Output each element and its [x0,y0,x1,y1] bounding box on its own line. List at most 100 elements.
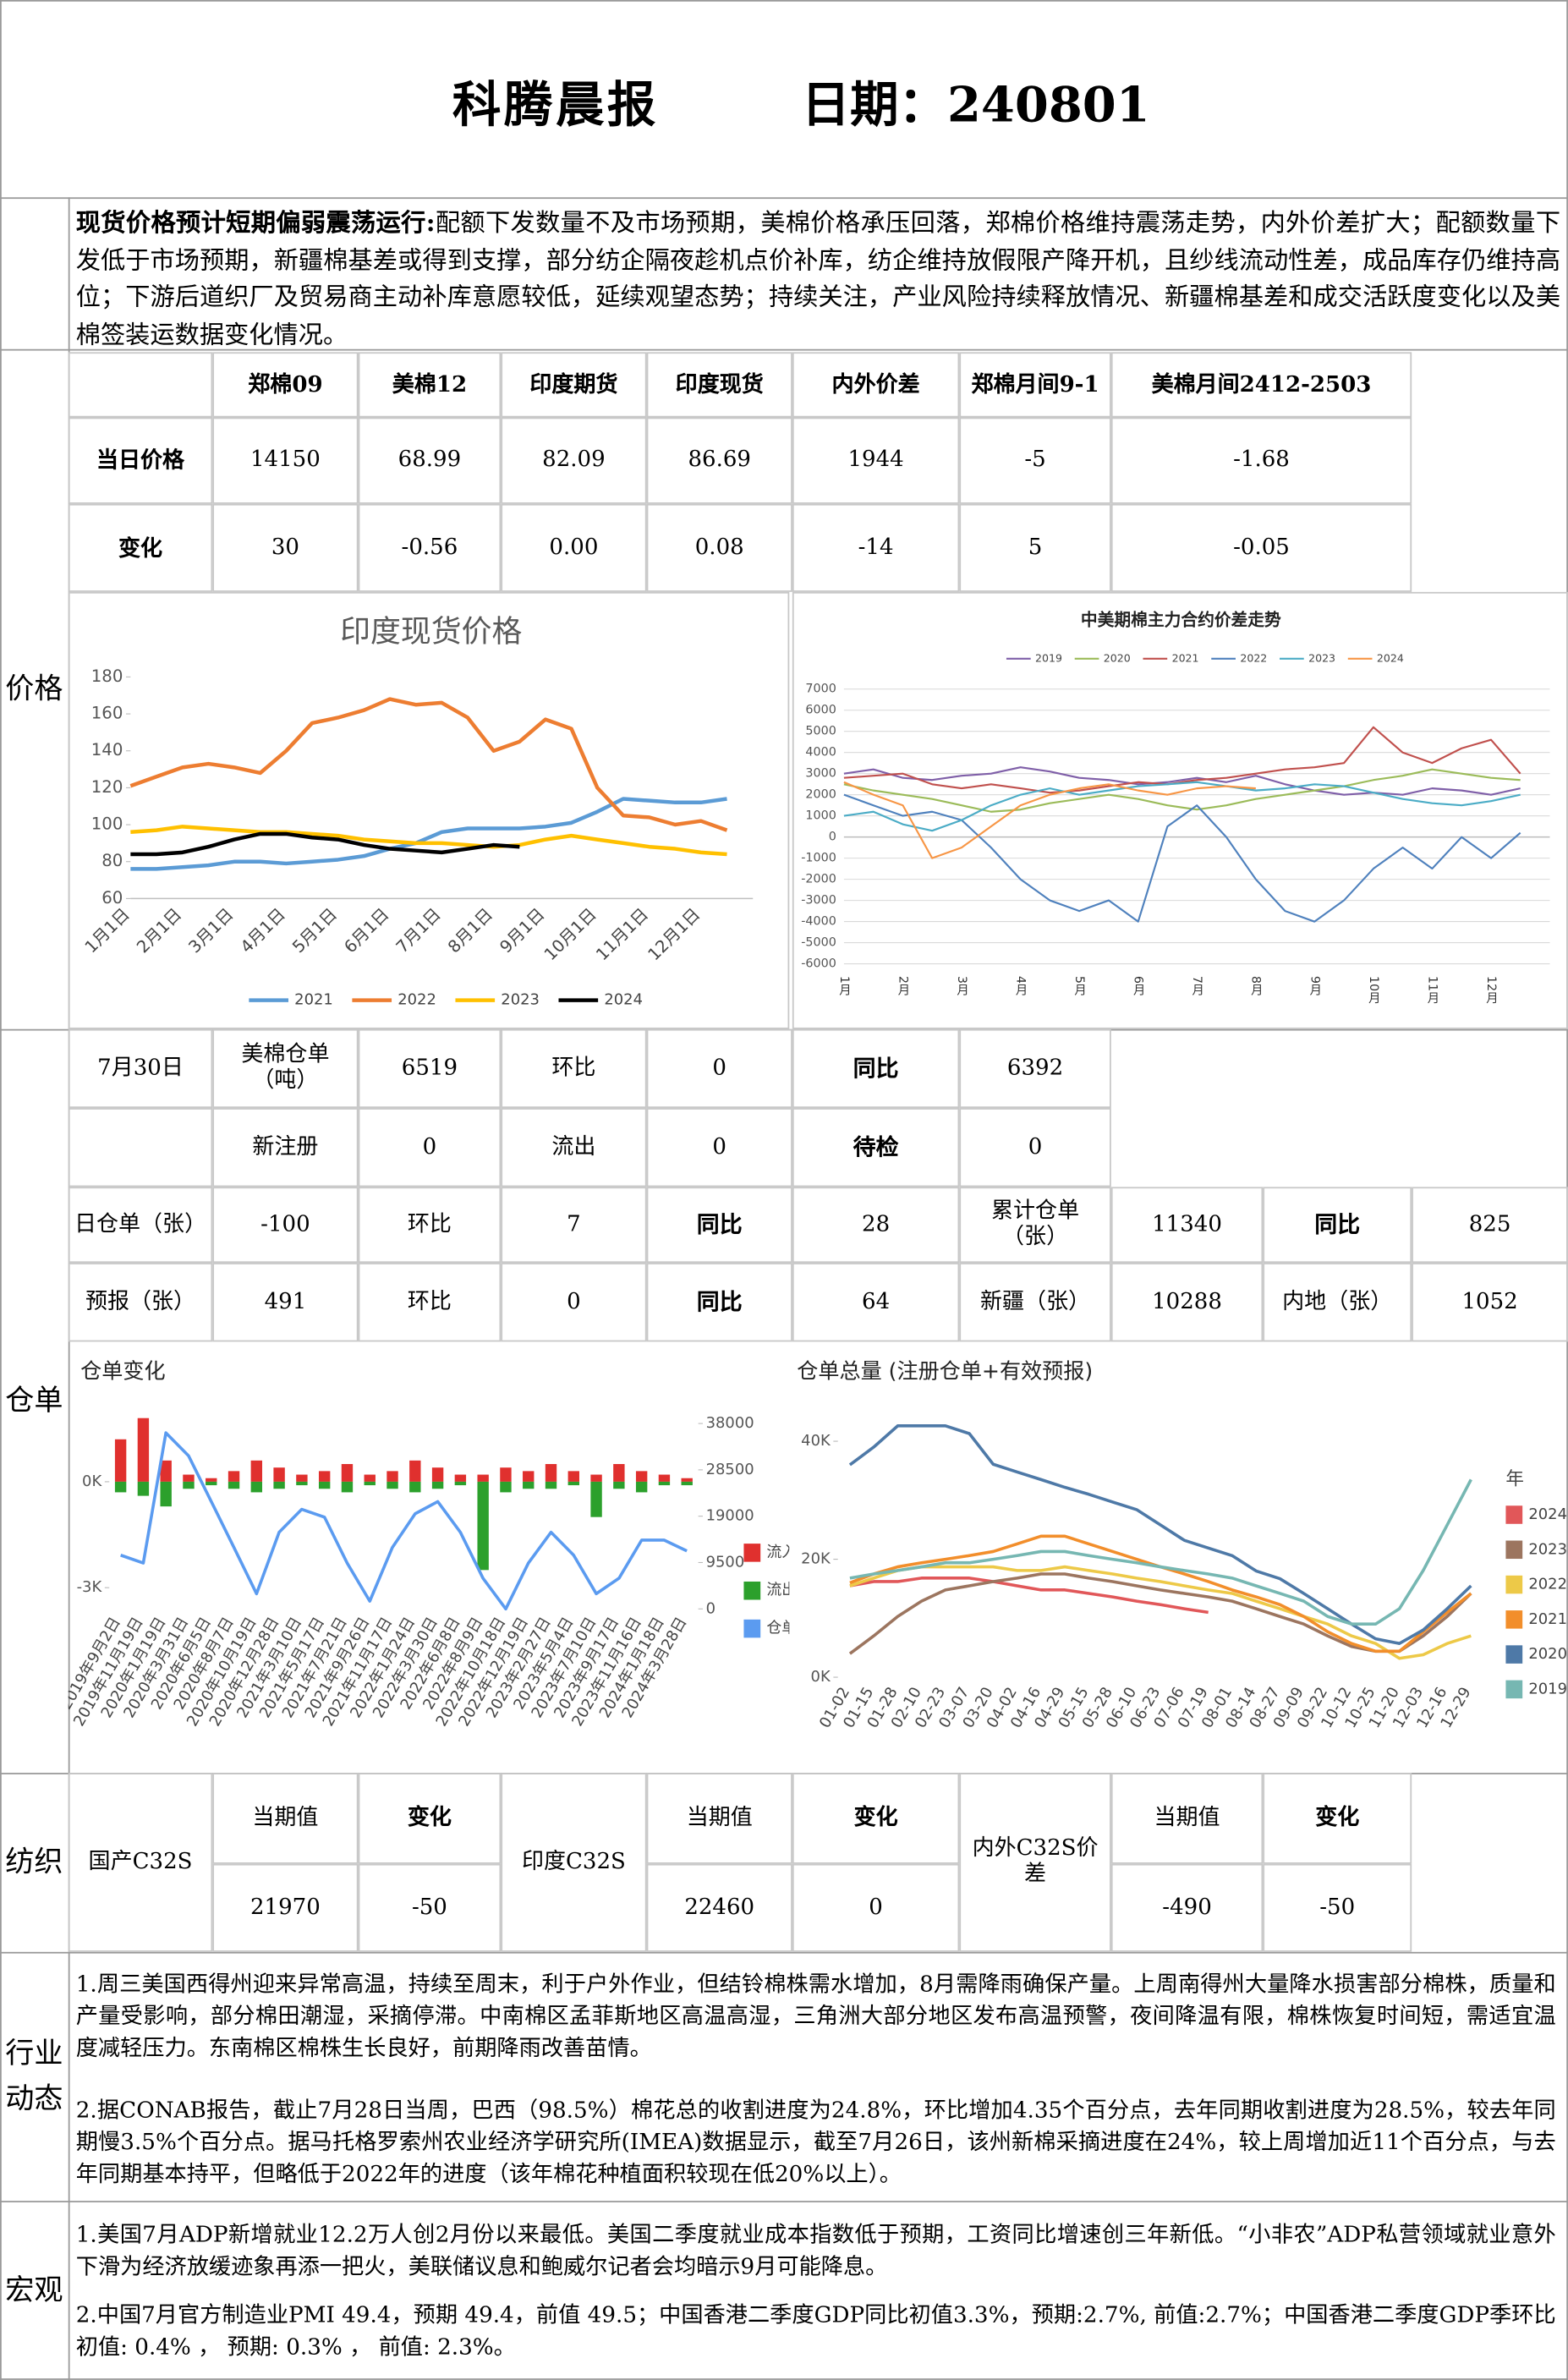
warrant-cell: 491 [212,1263,359,1342]
column-header: 当期值 [212,1773,359,1864]
legend-label: 2024 [1377,651,1404,664]
x-tick-label: 1月1日 [81,904,134,957]
bar [658,1474,671,1482]
warrant-cell: 流出 [501,1108,647,1187]
x-tick-label: 10月1日 [540,904,600,964]
chart-title: 中美期棉主力合约价差走势 [1081,610,1281,629]
warrant-cell: 0 [501,1263,647,1342]
warrant-cell: 内地（张） [1263,1263,1412,1342]
y-tick-label: 2000 [805,788,836,802]
bar [545,1464,557,1482]
bar [681,1481,693,1486]
series-line [130,797,727,871]
bar [387,1471,398,1482]
y-tick-label: -1000 [801,852,836,865]
column-header: 当期值 [1110,1773,1264,1864]
series-line [849,1534,1472,1653]
y-tick-label: 140 [91,740,123,760]
y-tick-label: 0K [811,1668,831,1686]
row-label: 变化 [68,503,213,592]
rule [0,2201,1568,2202]
bar [296,1474,308,1482]
x-tick-label: 2月 [896,976,909,997]
series-line [849,1478,1472,1626]
bar [500,1481,512,1493]
chart: 仓单总量 (注册仓单+有效预报)0K20K40K01-0201-1501-280… [797,1358,1567,1731]
y-tick-label: 1000 [805,809,836,823]
bold-label: 同比 [646,1187,792,1264]
bar [477,1481,489,1571]
warrant-cell: 环比 [501,1028,647,1109]
price-value: 14150 [212,417,359,504]
legend-label: 2022 [397,991,436,1009]
warrant-cell: 0 [646,1108,792,1187]
chart: 印度现货价格 60 80 100 120 140 160 180 1月1日 2月1日 3月1日 4月1… [68,591,790,1029]
warrant-cell: 6519 [358,1028,502,1109]
legend-title: 年 [1505,1469,1524,1490]
warrant-cell: 28 [792,1187,960,1264]
bar [114,1481,127,1493]
legend-label: 2023 [1308,651,1335,664]
warrant-cell: 新疆（张） [959,1263,1111,1342]
bar [318,1481,331,1489]
warrant-cell: 7 [501,1187,647,1264]
x-tick-label: 6月1日 [341,904,393,957]
legend-swatch [1505,1680,1523,1699]
x-tick-label: 8月 [1249,976,1263,997]
bar [523,1471,535,1482]
bar [273,1467,285,1482]
price-value: -5 [959,417,1111,504]
warrant-cell: 日仓单（张） [68,1187,213,1264]
bold-label: 同比 [646,1263,792,1342]
textile-value: -50 [358,1863,502,1952]
bar [431,1467,444,1482]
bar [137,1481,150,1496]
series-line [130,831,520,857]
column-header: 当期值 [646,1773,792,1864]
product-name: 国产C32S [68,1773,213,1952]
bar [545,1481,557,1489]
paragraph: 2.中国7月官方制造业PMI 49.4，预期 49.4，前值 49.5；中国香港… [75,2302,1556,2361]
y-tick-label: 60 [101,888,123,908]
warrant-cell: 美棉仓单（吨） [212,1028,359,1109]
legend-label: 2020 [1104,651,1131,664]
legend-label: 2019 [1528,1680,1567,1697]
warrant-cell: 7月30日 [68,1028,213,1109]
x-tick-label: 12月 [1484,976,1498,1005]
legend-swatch [1505,1540,1523,1560]
bar [454,1481,467,1486]
price-value: -14 [792,503,960,592]
series-line [843,726,1521,794]
rule [0,348,1568,351]
rule [0,1951,1568,1954]
legend-label: 2020 [1528,1645,1567,1663]
y-tick-label: 20K [801,1550,831,1568]
price-value: 1944 [792,417,960,504]
legend-label: 2023 [1528,1540,1567,1558]
warrant-cell: 10288 [1110,1263,1264,1342]
legend-label: 2021 [1528,1610,1567,1628]
textile-value: -490 [1110,1863,1264,1952]
legend-label: 2021 [1172,651,1199,664]
textile-value: -50 [1263,1863,1412,1952]
y2-tick-label: 38000 [706,1414,754,1432]
chart: 中美期棉主力合约价差走势 -6000 -5000 -4000 -3000 -2000 -10… [792,591,1568,1029]
rule [0,0,2,2380]
y-tick-label: -3K [77,1578,103,1596]
x-tick-label: 5月 [1072,976,1086,997]
x-tick-label: 8月1日 [444,904,496,957]
bar [206,1481,217,1486]
bar [523,1481,535,1489]
table-cell [68,352,213,418]
price-value: 82.09 [501,417,647,504]
legend-swatch [743,1619,761,1638]
bar [409,1460,421,1482]
price-value: 68.99 [358,417,502,504]
bar [635,1481,648,1493]
bar [364,1481,376,1486]
price-value: 30 [212,503,359,592]
bar [681,1478,693,1482]
y-tick-label: 0K [82,1472,102,1490]
rule [0,0,1568,2]
chart: 仓单变化0K-3K095001900028500380002019年9月2日20… [69,1358,790,1729]
